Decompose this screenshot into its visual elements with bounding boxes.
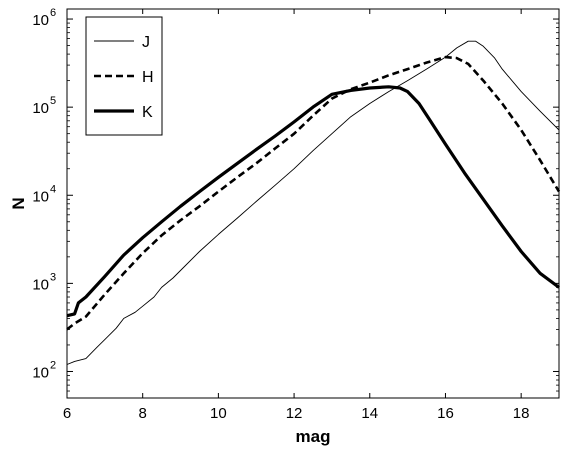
y-tick-label-2: 10 [32, 364, 49, 381]
legend-label-K: K [142, 104, 153, 121]
y-tick-exponent-3: 3 [50, 271, 56, 283]
series-line-K [66, 85, 560, 318]
x-tick-label-6: 6 [63, 405, 71, 422]
y-tick-label-4: 10 [32, 188, 49, 205]
series-line-J [66, 40, 560, 365]
y-tick-exponent-4: 4 [50, 183, 56, 195]
x-axis-title: mag [296, 427, 331, 446]
y-tick-label-5: 10 [32, 100, 49, 117]
x-tick-label-14: 14 [361, 405, 378, 422]
y-tick-label-3: 10 [32, 276, 49, 293]
legend: J H K [85, 16, 163, 136]
x-tick-label-8: 8 [139, 405, 147, 422]
x-tick-label-18: 18 [513, 405, 530, 422]
legend-label-J: J [142, 34, 150, 51]
y-tick-exponent-2: 2 [50, 359, 56, 371]
y-tick-exponent-5: 5 [50, 95, 56, 107]
y-axis-title: N [9, 197, 28, 209]
y-tick-exponent-6: 6 [50, 7, 56, 19]
series-layer [66, 40, 561, 365]
legend-label-H: H [142, 69, 154, 86]
x-tick-label-10: 10 [210, 405, 227, 422]
x-tick-label-16: 16 [437, 405, 454, 422]
y-tick-label-6: 10 [32, 12, 49, 29]
x-tick-label-12: 12 [286, 405, 303, 422]
